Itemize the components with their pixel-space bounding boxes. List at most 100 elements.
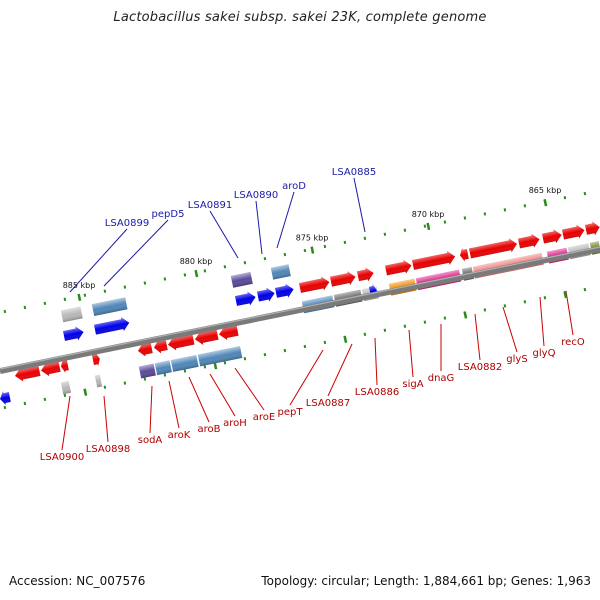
scale-dot: [303, 344, 307, 349]
scale-dot: [103, 385, 107, 389]
scale-dot: [3, 309, 7, 314]
leader-line: [327, 343, 353, 397]
cog-box: [197, 346, 243, 367]
cog-box: [60, 380, 72, 395]
gene-arrow: [299, 276, 330, 293]
gene-arrow: [412, 251, 456, 270]
gene-arrow: [275, 283, 294, 298]
leader-line: [188, 376, 210, 423]
gene-arrow: [385, 259, 412, 276]
leader-line: [502, 306, 518, 353]
leader-line: [103, 219, 169, 287]
scale-dot: [123, 285, 127, 289]
scale-dot: [483, 212, 487, 216]
gene-label: glyQ: [533, 348, 556, 359]
gene-arrow: [562, 224, 585, 240]
scale-dot: [143, 281, 147, 285]
leader-line: [168, 380, 180, 429]
gene-arrow: [15, 366, 41, 382]
scale-dot: [123, 381, 127, 385]
scale-dot: [363, 236, 367, 240]
scale-tick-label: 865 kbp: [529, 186, 562, 195]
scale-dot: [543, 296, 547, 300]
scale-dot: [463, 216, 467, 220]
backbone-highlight: [0, 246, 600, 370]
gene-label: LSA0882: [458, 362, 502, 373]
gene-arrow: [92, 352, 100, 367]
backbone-line: [0, 246, 600, 374]
leader-line: [289, 349, 324, 406]
gene-arrow: [330, 271, 356, 287]
scale-tick-label: 870 kbp: [412, 210, 445, 219]
gene-arrow: [63, 326, 84, 341]
leader-line: [61, 395, 71, 451]
scale-dot: [203, 365, 207, 369]
leader-lines: [61, 177, 574, 451]
gene-label: aroE: [253, 412, 275, 423]
leader-line: [276, 191, 295, 249]
scale-dot: [83, 293, 87, 297]
scale-dot: [403, 324, 407, 328]
scale-dot: [43, 397, 47, 402]
gene-label: LSA0900: [40, 452, 84, 463]
gene-arrow: [469, 238, 518, 259]
major-tick: [83, 388, 88, 396]
scale-dot: [183, 369, 187, 373]
scale-dot: [23, 305, 27, 310]
scale-dot: [143, 377, 147, 381]
leader-line: [209, 210, 239, 259]
scale-ticks: 865 kbp 870 kbp 875 kbp 880 kbp 885 kbp: [3, 186, 587, 410]
major-tick: [463, 311, 468, 319]
scale-tick-label: 880 kbp: [180, 257, 213, 266]
scale-dot: [303, 248, 307, 253]
major-tick: [563, 290, 568, 299]
scale-dot: [183, 273, 187, 277]
leader-line: [408, 329, 414, 378]
gene-arrow: [518, 233, 540, 249]
gene-arrow: [94, 317, 130, 335]
gene-arrow: [41, 361, 61, 377]
gene-label: LSA0890: [234, 190, 278, 201]
scale-dot: [403, 228, 407, 232]
cog-box: [154, 360, 172, 376]
gene-arrow: [357, 267, 374, 282]
gene-label: pepD5: [152, 209, 185, 220]
scale-dot: [383, 328, 387, 332]
cog-box: [230, 271, 253, 288]
major-tick: [194, 269, 199, 278]
leader-line: [69, 228, 128, 293]
gene-label: LSA0898: [86, 444, 130, 455]
scale-dot: [163, 373, 167, 377]
leader-line: [565, 290, 574, 336]
gene-label: aroH: [223, 418, 247, 429]
cog-box: [94, 374, 103, 388]
major-tick: [77, 293, 82, 302]
cog-box: [91, 297, 128, 316]
scale-dot: [63, 297, 67, 301]
gene-label: dnaG: [428, 373, 455, 384]
scale-dot: [423, 320, 427, 324]
topology-summary: Topology: circular; Length: 1,884,661 bp…: [261, 574, 591, 588]
gene-label: LSA0887: [306, 398, 350, 409]
major-tick: [343, 335, 348, 343]
gene-arrow: [460, 247, 469, 262]
major-tick: [543, 198, 548, 207]
scale-dot: [443, 316, 447, 320]
gene-label: sodA: [138, 435, 163, 446]
scale-dot: [63, 393, 67, 397]
gene-label: sigA: [402, 379, 423, 390]
scale-dot: [483, 308, 487, 312]
scale-dot: [3, 405, 7, 410]
leader-line: [103, 395, 109, 443]
gene-label: glyS: [506, 354, 527, 365]
scale-tick-label: 885 kbp: [63, 281, 96, 290]
scale-dot: [263, 256, 267, 261]
leader-line: [255, 200, 263, 255]
map-title: Lactobacillus sakei subsp. sakei 23K, co…: [113, 10, 487, 25]
cog-box: [138, 363, 156, 379]
scale-dot: [283, 252, 287, 257]
scale-dot: [243, 357, 247, 361]
gene-arrow: [0, 391, 11, 405]
scale-dot: [103, 289, 107, 293]
